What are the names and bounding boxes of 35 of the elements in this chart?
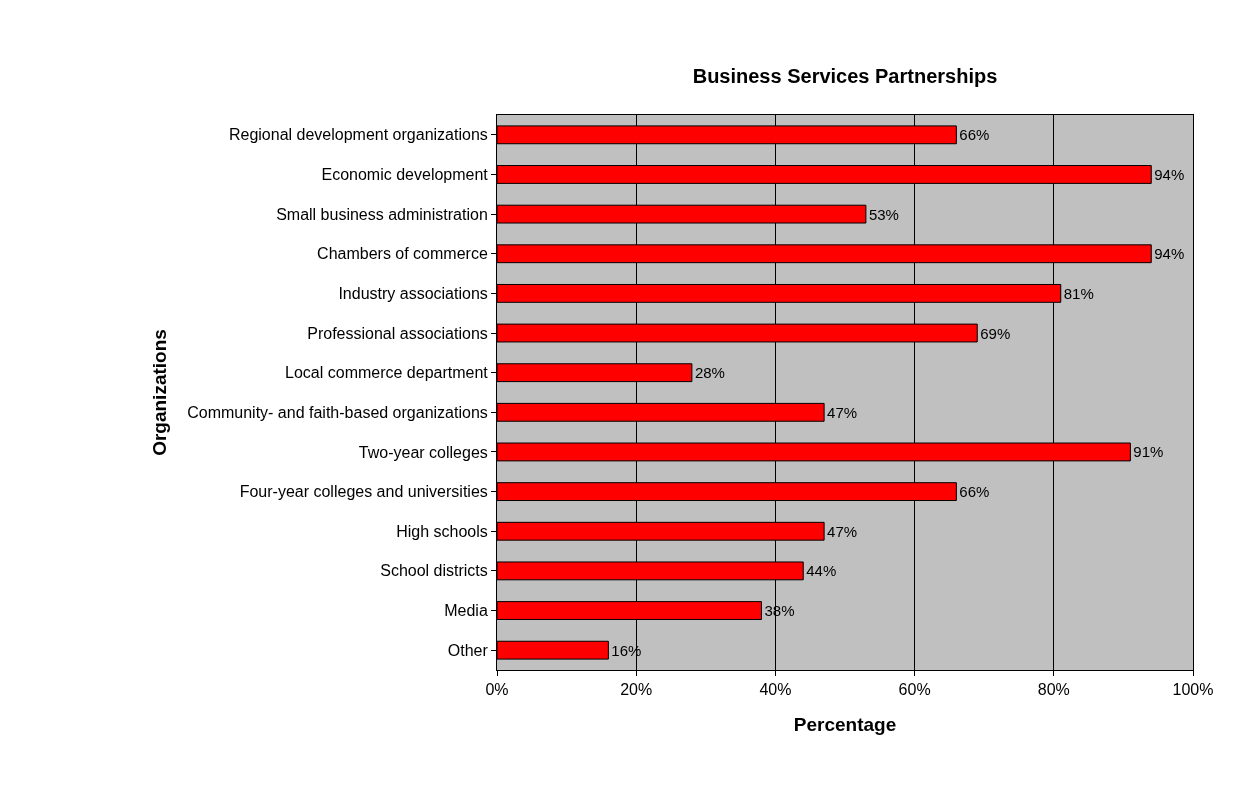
y-tick-label: Small business administration	[276, 205, 488, 223]
y-tick-label: Media	[444, 602, 488, 620]
chart-title: Business Services Partnerships	[692, 64, 998, 87]
y-tick-label: Other	[447, 641, 489, 659]
data-label: 91%	[1133, 443, 1164, 461]
data-label: 66%	[959, 126, 990, 144]
data-label: 28%	[694, 364, 725, 382]
x-tick-label: 0%	[485, 681, 509, 699]
y-tick-label: School districts	[380, 562, 488, 580]
data-label: 94%	[1154, 165, 1185, 183]
y-tick-label: Local commerce department	[285, 364, 489, 382]
y-tick-label: Four-year colleges and universities	[239, 483, 488, 501]
data-label: 47%	[827, 403, 858, 421]
x-tick-label: 80%	[1037, 681, 1070, 699]
x-tick-label: 20%	[620, 681, 653, 699]
data-label: 44%	[806, 562, 837, 580]
data-label: 53%	[868, 205, 899, 223]
data-label: 81%	[1063, 284, 1094, 302]
y-tick-label: Chambers of commerce	[317, 245, 488, 263]
y-tick-label: Community- and faith-based organizations	[187, 403, 488, 421]
y-tick-label: Two-year colleges	[358, 443, 488, 461]
y-tick-label: Economic development	[321, 166, 489, 184]
data-label: 94%	[1154, 245, 1185, 263]
data-label: 69%	[980, 324, 1011, 342]
data-label: 47%	[827, 522, 858, 540]
y-tick-label: Industry associations	[338, 284, 488, 302]
x-tick-label: 40%	[759, 681, 792, 699]
x-axis-title: Percentage	[793, 714, 897, 735]
y-tick-label: Professional associations	[307, 324, 488, 342]
x-tick-label: 60%	[898, 681, 931, 699]
data-label: 66%	[959, 483, 990, 501]
x-tick-label: 100%	[1172, 681, 1214, 699]
y-tick-label: High schools	[396, 522, 488, 540]
y-axis-title: Organizations	[149, 329, 171, 456]
y-tick-label: Regional development organizations	[228, 126, 488, 144]
